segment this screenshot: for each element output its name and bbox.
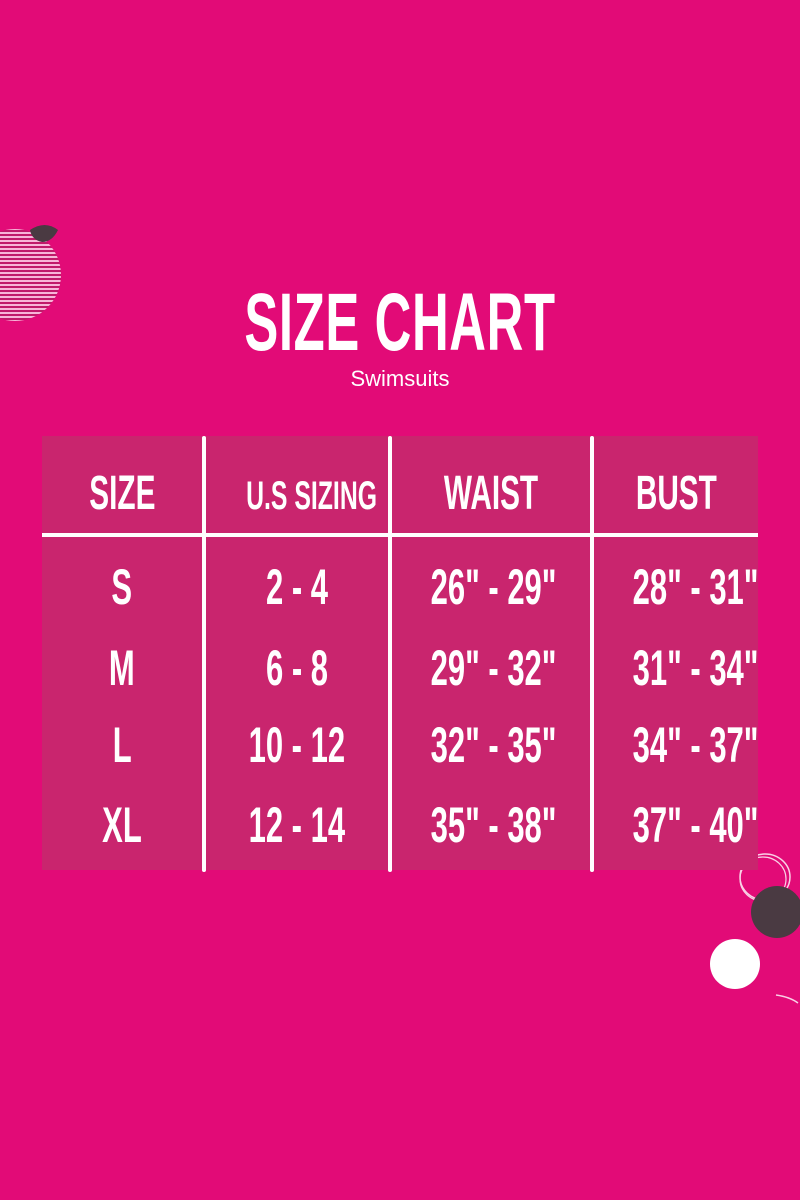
page-title: SIZE CHART xyxy=(244,277,556,368)
cell-us-sizing: 12 - 14 xyxy=(248,797,346,853)
header-us-sizing: U.S SIZING xyxy=(246,474,378,518)
circles-decoration xyxy=(710,853,800,1004)
header-bust: BUST xyxy=(635,467,717,520)
cell-waist: 32" - 35" xyxy=(430,717,557,773)
size-table: SIZE U.S SIZING WAIST BUST S 2 - 4 26" - 2… xyxy=(42,436,759,872)
column-divider xyxy=(590,436,594,872)
header-size: SIZE xyxy=(88,467,156,520)
cell-size: L xyxy=(112,717,132,773)
cell-us-sizing: 6 - 8 xyxy=(265,640,329,696)
cell-bust: 28" - 31" xyxy=(632,559,759,615)
page-subtitle: Swimsuits xyxy=(350,366,450,391)
cell-size: XL xyxy=(102,797,142,853)
cell-waist: 35" - 38" xyxy=(430,797,557,853)
cell-us-sizing: 10 - 12 xyxy=(248,717,346,773)
cell-bust: 31" - 34" xyxy=(632,640,759,696)
header-divider xyxy=(42,533,758,537)
column-divider xyxy=(388,436,392,872)
cell-size: M xyxy=(109,640,135,696)
cell-waist: 29" - 32" xyxy=(430,640,557,696)
cell-bust: 34" - 37" xyxy=(632,717,759,773)
cell-waist: 26" - 29" xyxy=(430,559,557,615)
column-divider xyxy=(202,436,206,872)
cell-size: S xyxy=(111,559,133,615)
cell-bust: 37" - 40" xyxy=(632,797,759,853)
striped-circle-decoration xyxy=(0,225,61,321)
cell-us-sizing: 2 - 4 xyxy=(265,559,329,615)
header-waist: WAIST xyxy=(443,467,539,520)
